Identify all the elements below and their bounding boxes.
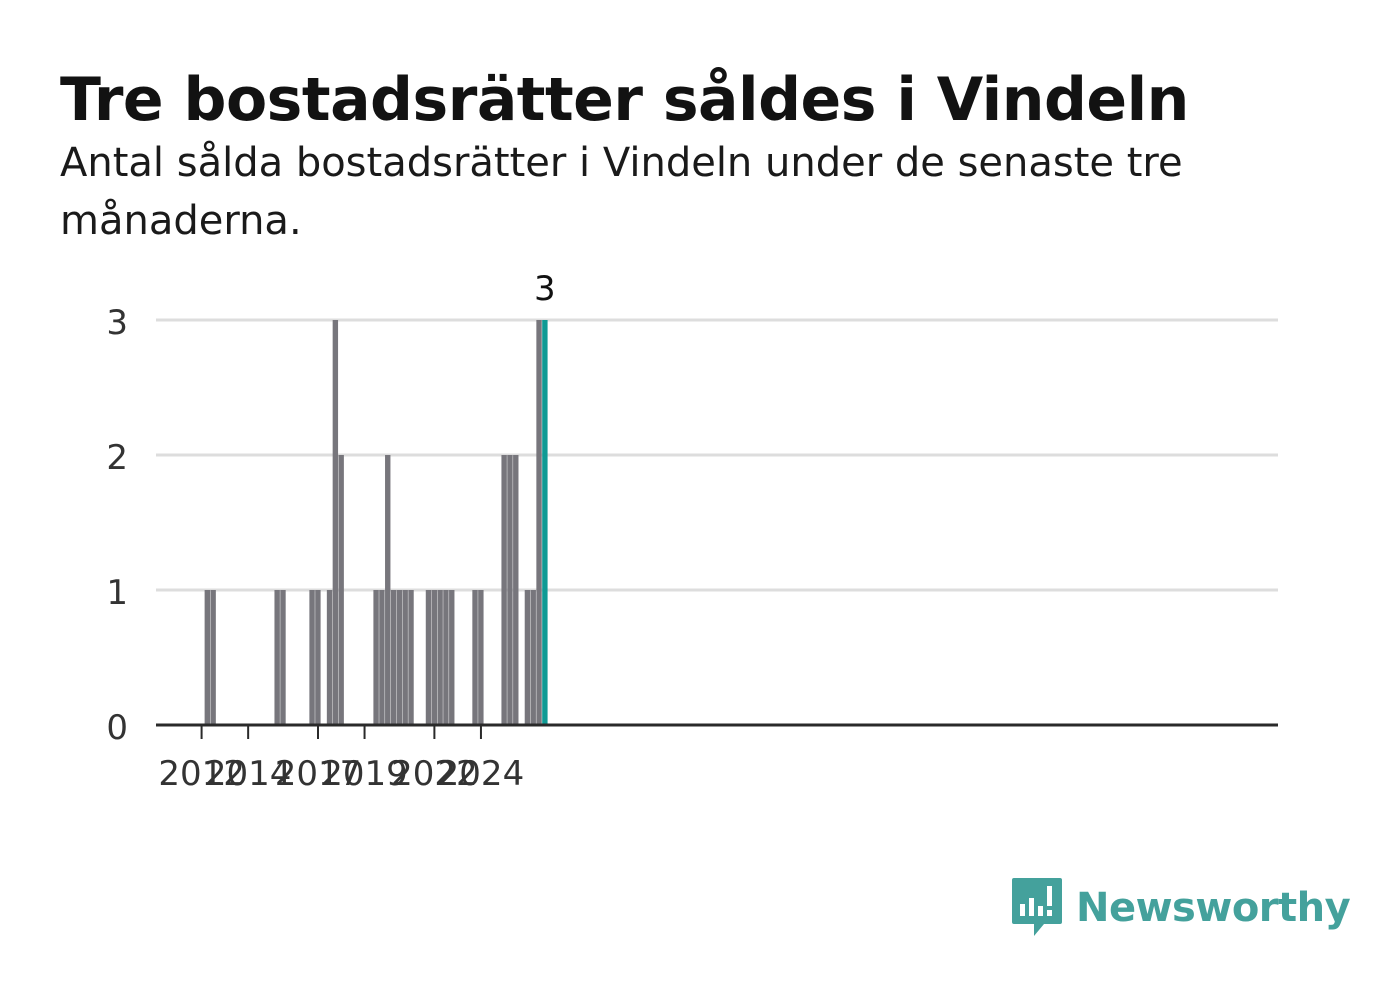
x-tick-label-2022: 2022 (391, 754, 478, 794)
bar (385, 455, 391, 725)
chart-title: Tre bostadsrätter såldes i Vindeln (60, 65, 1189, 135)
bar (338, 455, 344, 725)
bar (513, 455, 519, 725)
bar (524, 590, 531, 725)
brand-name: Newsworthy (1076, 885, 1351, 931)
bar (326, 590, 333, 725)
bar (478, 590, 484, 725)
bar (210, 590, 216, 725)
bar (390, 590, 397, 725)
y-tick-label-3: 3 (106, 303, 128, 343)
bar (373, 590, 379, 725)
bar (501, 455, 507, 725)
gridlines (156, 318, 1278, 592)
y-tick-label-0: 0 (106, 708, 128, 748)
x-tick-label-2012: 2012 (158, 754, 245, 794)
bar (449, 590, 455, 725)
bar (472, 590, 478, 725)
bar (402, 590, 408, 725)
bar (280, 590, 286, 725)
bar (507, 455, 513, 725)
chart-subtitle: Antal sålda bostadsrätter i Vindeln unde… (60, 140, 1183, 244)
bar (274, 590, 280, 725)
highlight-value-label: 3 (534, 269, 556, 309)
bar (309, 590, 315, 725)
x-tick-label-2019: 2019 (321, 754, 408, 794)
bar-chart-badge-icon (1012, 878, 1062, 936)
bar (425, 590, 432, 725)
axes (156, 723, 1278, 739)
bar (204, 590, 211, 725)
bar (396, 590, 403, 725)
bars (204, 320, 548, 725)
bar (437, 590, 443, 725)
bar (530, 590, 536, 725)
x-tick-label-2014: 2014 (205, 754, 292, 794)
bar (315, 590, 321, 725)
x-tick-label-2024: 2024 (438, 754, 525, 794)
bar (408, 590, 414, 725)
bar (536, 320, 542, 725)
bar (332, 320, 339, 725)
bar (431, 590, 437, 725)
y-tick-label-2: 2 (106, 438, 128, 478)
bar (379, 590, 385, 725)
x-tick-label-2017: 2017 (275, 754, 362, 794)
y-tick-label-1: 1 (106, 573, 128, 613)
bar-highlight (542, 320, 548, 725)
bar (443, 590, 449, 725)
newsworthy-logo: Newsworthy (1012, 878, 1351, 938)
